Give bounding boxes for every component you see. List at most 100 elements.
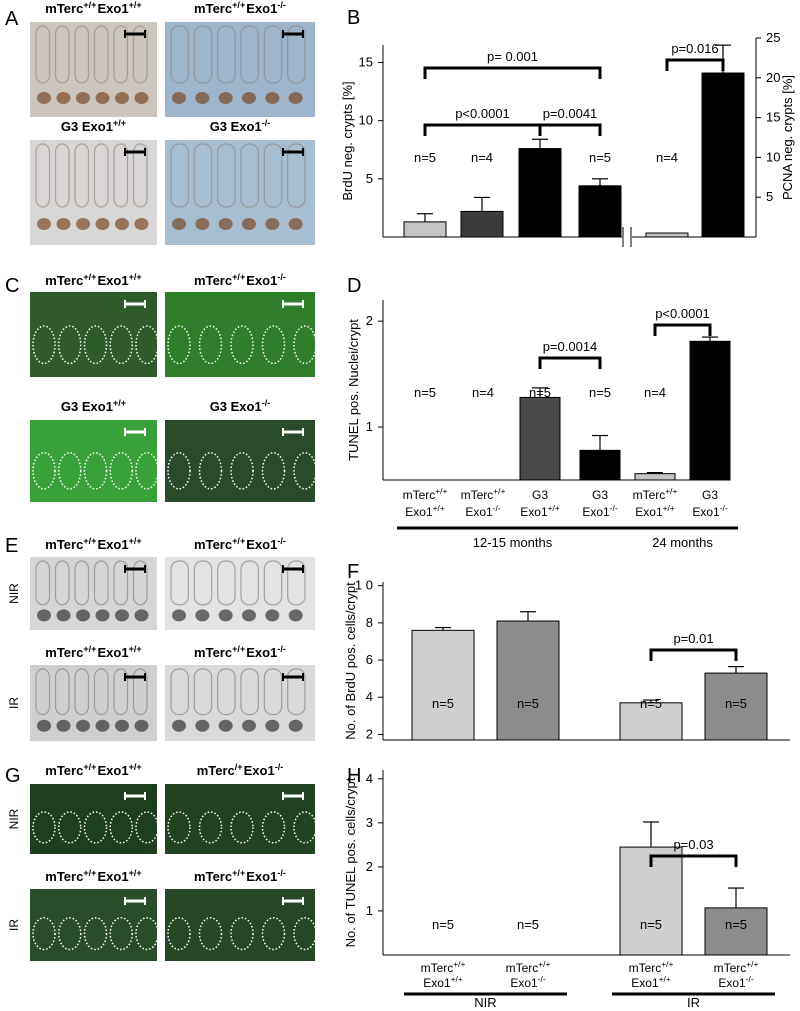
n-label: n=5 xyxy=(589,385,611,400)
crypt xyxy=(242,609,256,622)
label-part: mTerc xyxy=(194,537,232,552)
group-label: IR xyxy=(687,995,700,1010)
label-part: G3 Exo1 xyxy=(61,119,113,134)
villus xyxy=(217,668,236,716)
crypt-outline xyxy=(58,917,82,951)
villus xyxy=(240,560,259,606)
label-part: mTerc xyxy=(45,763,83,778)
label-part: +/+ xyxy=(548,503,560,513)
label-part: Exo1 xyxy=(97,537,128,552)
label-part: +/+ xyxy=(83,868,96,878)
crypt-outline xyxy=(167,452,191,490)
panel-letter: D xyxy=(347,275,361,297)
micrograph-texture xyxy=(167,917,317,951)
label-part: mTerc xyxy=(45,645,83,660)
crypt-outline xyxy=(293,452,317,490)
bar xyxy=(519,396,561,481)
villus xyxy=(54,560,70,606)
crypt xyxy=(218,609,233,622)
crypt xyxy=(195,92,210,104)
villus xyxy=(54,668,70,716)
x-tick-label: mTerc+/+ xyxy=(629,959,674,975)
significance-bracket xyxy=(538,123,602,136)
x-tick-label: mTerc+/+ xyxy=(714,959,759,975)
crypt-outline xyxy=(32,325,56,365)
bar xyxy=(411,629,475,741)
crypt-outline xyxy=(32,811,56,844)
y-tick-label: 3 xyxy=(366,815,373,830)
crypt xyxy=(172,609,186,622)
label-part: -/- xyxy=(275,762,284,772)
villus xyxy=(35,25,51,84)
x-tick-label: Exo1-/- xyxy=(718,974,753,990)
micrograph-texture xyxy=(35,25,149,104)
panel-letter: A xyxy=(5,8,19,30)
image-label: mTerc+/+Exo1-/- xyxy=(194,868,286,884)
label-part: +/+ xyxy=(232,0,245,10)
crypt xyxy=(242,719,256,732)
label-part: +/+ xyxy=(129,762,142,772)
significance-bracket xyxy=(653,323,712,336)
micrograph-texture xyxy=(32,811,159,844)
label-part: -/- xyxy=(277,0,286,10)
villus xyxy=(74,560,90,606)
crypt-outline xyxy=(109,811,133,844)
image-label: mTerc+/+Exo1-/- xyxy=(194,536,286,552)
label-part: +/+ xyxy=(113,398,126,408)
label-part: +/+ xyxy=(659,974,671,984)
label-part: +/+ xyxy=(665,486,677,496)
image-label: mTerc+/+Exo1+/+ xyxy=(45,644,141,660)
crypt-outline xyxy=(293,917,317,951)
label-part: +/+ xyxy=(663,503,675,513)
villus xyxy=(217,560,236,606)
micrograph-texture xyxy=(170,25,306,104)
label-part: mTerc xyxy=(194,869,232,884)
x-tick-label: Exo1+/+ xyxy=(631,974,671,990)
image-label: G3 Exo1-/- xyxy=(210,398,271,414)
crypt xyxy=(95,609,110,622)
micrograph-texture xyxy=(35,560,149,622)
x-tick-label: Exo1-/- xyxy=(582,503,617,519)
crypt xyxy=(265,719,280,732)
villus xyxy=(263,560,283,606)
bar xyxy=(689,340,731,481)
y-tick-label: 1 xyxy=(366,419,373,434)
label-part: +/+ xyxy=(129,868,142,878)
crypt xyxy=(37,218,51,230)
crypt xyxy=(265,218,280,230)
villus xyxy=(263,668,283,716)
y-tick-label: 10 xyxy=(359,113,373,128)
label-part: +/+ xyxy=(83,536,96,546)
row-label: NIR xyxy=(7,583,21,604)
label-part: Exo1 xyxy=(631,976,659,990)
crypt xyxy=(242,218,256,230)
crypt-outline xyxy=(135,452,159,490)
x-tick-label: Exo1+/+ xyxy=(423,974,463,990)
bar xyxy=(518,148,562,238)
n-label: n=5 xyxy=(432,696,454,711)
label-part: +/+ xyxy=(113,118,126,128)
label-part: mTerc xyxy=(633,488,666,502)
y-tick-label: 2 xyxy=(366,726,373,741)
label-part: G3 xyxy=(592,488,608,502)
panel-letter: G xyxy=(5,765,21,787)
n-label: n=5 xyxy=(529,385,551,400)
villus xyxy=(193,560,213,606)
crypt xyxy=(218,719,233,732)
panel-letter: B xyxy=(347,7,360,29)
label-part: G3 Exo1 xyxy=(61,399,113,414)
label-part: Exo1 xyxy=(423,976,451,990)
crypt xyxy=(56,609,71,622)
crypt xyxy=(134,719,149,732)
image-label: mTerc+/+Exo1-/- xyxy=(194,272,286,288)
y-tick-label: 20 xyxy=(766,70,780,85)
bar xyxy=(619,702,683,741)
label-part: +/+ xyxy=(538,959,550,969)
crypt xyxy=(95,92,110,104)
row-label: NIR xyxy=(7,808,21,829)
n-label: n=4 xyxy=(712,150,734,165)
label-part: +/+ xyxy=(129,536,142,546)
label-part: Exo1 xyxy=(635,505,663,519)
crypt-outline xyxy=(58,452,82,490)
label-part: mTerc xyxy=(45,273,83,288)
